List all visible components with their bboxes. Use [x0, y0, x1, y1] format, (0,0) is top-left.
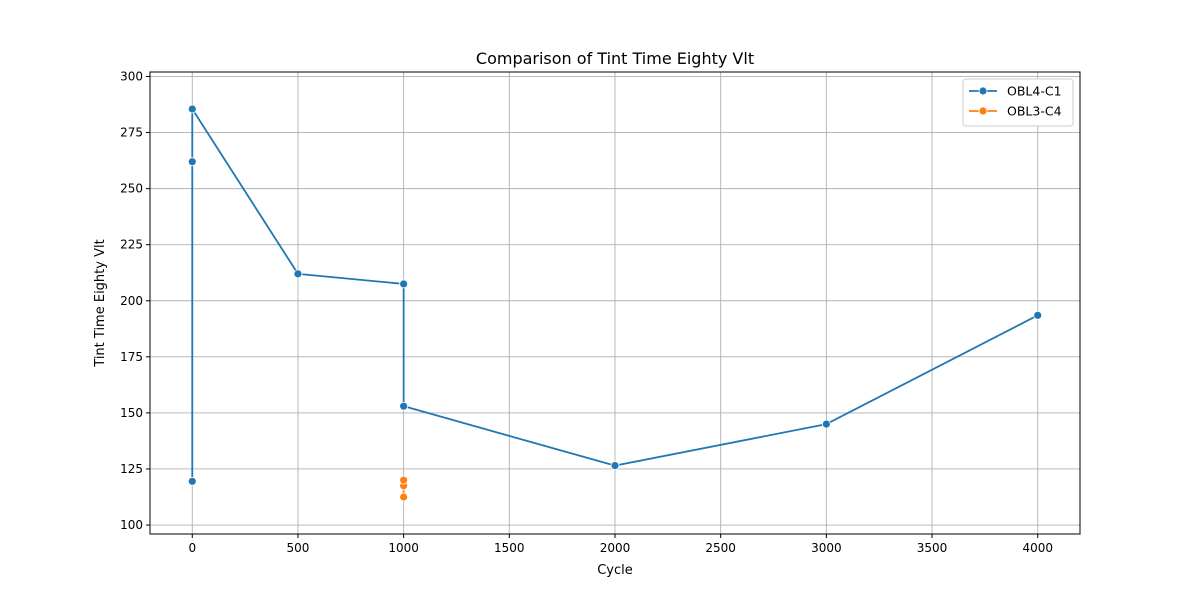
- data-point: [187, 476, 197, 486]
- y-tick-label: 150: [120, 406, 143, 420]
- x-tick-label: 1000: [388, 541, 419, 555]
- y-tick-label: 125: [120, 462, 143, 476]
- x-tick-label: 2000: [600, 541, 631, 555]
- series-layer: [187, 104, 1043, 502]
- data-point: [187, 104, 197, 114]
- series-obl4-c1: [187, 104, 1043, 486]
- legend: OBL4-C1 OBL3-C4: [962, 78, 1074, 127]
- y-tick-label: 100: [120, 518, 143, 532]
- y-tick-label: 200: [120, 294, 143, 308]
- x-axis-ticks: 0 500 1000 1500 2000 2500 3000 3500 4000: [188, 534, 1053, 555]
- chart-title: Comparison of Tint Time Eighty Vlt: [476, 49, 754, 68]
- y-tick-label: 175: [120, 350, 143, 364]
- data-point: [821, 419, 831, 429]
- data-point: [293, 269, 303, 279]
- x-tick-label: 2500: [705, 541, 736, 555]
- x-axis-label: Cycle: [597, 563, 633, 578]
- y-tick-label: 225: [120, 238, 143, 252]
- data-point: [610, 461, 620, 470]
- legend-label: OBL3-C4: [1007, 104, 1062, 119]
- legend-marker: [978, 86, 988, 96]
- legend-label: OBL4-C1: [1007, 84, 1062, 99]
- x-tick-label: 3000: [811, 541, 842, 555]
- data-point: [399, 401, 409, 411]
- data-point: [399, 492, 409, 502]
- x-tick-label: 3500: [917, 541, 948, 555]
- data-point: [399, 475, 409, 485]
- y-axis-ticks: 100 125 150 175 200 225 250 275 300: [120, 69, 150, 532]
- y-tick-label: 275: [120, 126, 143, 140]
- data-point: [187, 157, 197, 167]
- x-tick-label: 500: [287, 541, 310, 555]
- x-tick-label: 4000: [1022, 541, 1053, 555]
- y-axis-label: Tint Time Eighty Vlt: [93, 239, 108, 367]
- data-point: [1033, 310, 1043, 320]
- legend-marker: [978, 106, 988, 116]
- series-obl3-c4: [399, 475, 409, 502]
- x-tick-label: 0: [188, 541, 196, 555]
- legend-item: OBL3-C4: [969, 104, 1062, 119]
- data-point: [399, 279, 409, 289]
- y-tick-label: 300: [120, 69, 143, 83]
- grid: [150, 72, 1080, 534]
- y-tick-label: 250: [120, 182, 143, 196]
- x-tick-label: 1500: [494, 541, 525, 555]
- legend-item: OBL4-C1: [969, 84, 1062, 99]
